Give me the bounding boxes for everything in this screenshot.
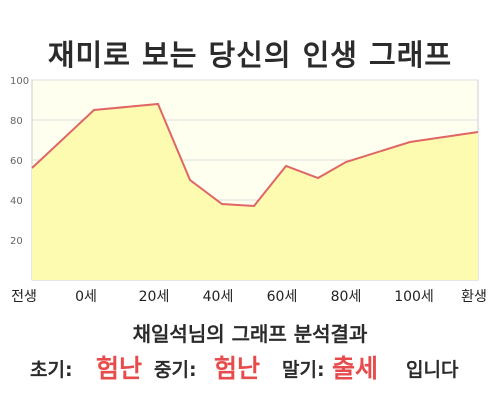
- middle-value: 험난: [214, 354, 261, 383]
- x-tick-label: 전생: [11, 289, 37, 305]
- page-title: 재미로 보는 당신의 인생 그래프: [47, 38, 453, 72]
- x-tick-label: 60세: [267, 289, 298, 305]
- y-tick-label: 40: [10, 196, 23, 207]
- result-heading: 채일석님의 그래프 분석결과: [132, 322, 368, 346]
- ending-text: 입니다: [406, 359, 459, 381]
- y-tick-label: 100: [10, 76, 29, 87]
- early-value: 험난: [96, 354, 143, 383]
- y-tick-label: 80: [10, 116, 23, 127]
- y-tick-label: 60: [10, 156, 23, 167]
- middle-label: 중기:: [154, 359, 197, 381]
- life-line: [31, 102, 479, 208]
- x-tick-label: 100세: [394, 289, 434, 305]
- x-tick-label: 0세: [75, 289, 97, 305]
- life-area-fill: [32, 104, 478, 280]
- x-tick-label: 40세: [203, 289, 234, 305]
- x-tick-label: 20세: [139, 289, 170, 305]
- x-tick-label: 환생: [461, 289, 487, 305]
- result-verdict: 초기: 험난 중기: 험난 말기: 출세 입니다: [0, 344, 500, 384]
- early-label: 초기:: [30, 359, 73, 381]
- x-tick-label: 80세: [331, 289, 362, 305]
- late-value: 출세: [332, 354, 379, 383]
- late-label: 말기:: [282, 359, 325, 381]
- y-tick-label: 20: [10, 236, 23, 247]
